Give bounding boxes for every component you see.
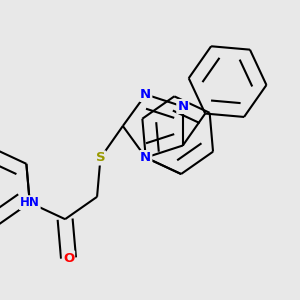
Text: N: N — [177, 100, 188, 113]
Text: N: N — [140, 151, 151, 164]
Text: S: S — [96, 152, 105, 164]
Text: N: N — [140, 88, 151, 101]
Text: O: O — [63, 251, 74, 265]
Text: HN: HN — [20, 196, 40, 209]
